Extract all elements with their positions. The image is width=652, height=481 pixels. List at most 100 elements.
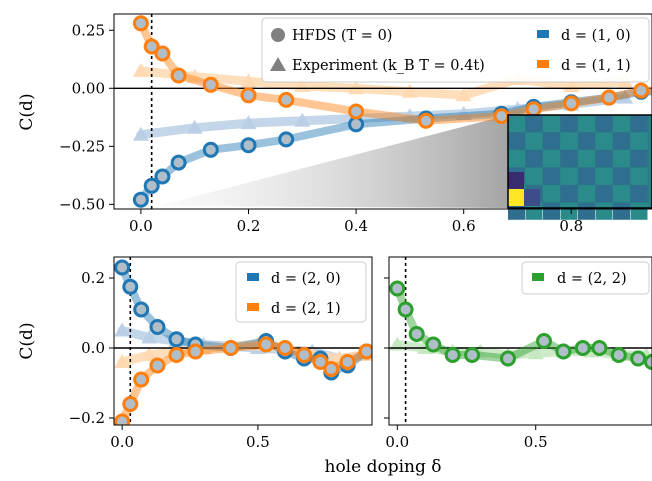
exp-line-0-0 <box>136 93 630 140</box>
legend-hfds-label: HFDS (T = 0) <box>292 28 392 44</box>
inset-cell <box>543 202 560 220</box>
inset-cell <box>508 132 525 150</box>
hfds-point <box>278 91 295 108</box>
bottom-left-plot-area <box>114 257 372 425</box>
hfds-point <box>258 336 275 353</box>
inset-cell <box>508 115 525 133</box>
hfds-point <box>644 354 652 370</box>
hfds-point <box>133 301 150 318</box>
inset-cell <box>613 202 630 220</box>
inset-cell <box>525 132 543 150</box>
exp-triangle <box>240 73 257 88</box>
legend-d10-swatch <box>537 30 549 38</box>
inset-cell <box>578 115 595 133</box>
legend-d20-swatch <box>247 273 259 281</box>
legend-exp-label: Experiment (k_B T = 0.4t) <box>292 58 485 74</box>
x-tick-label: 0.0 <box>129 217 153 235</box>
legend-d10-label: d = (1, 0) <box>561 28 631 44</box>
hfds-point <box>149 319 166 335</box>
legend-d11-swatch <box>537 60 549 68</box>
hfds-point <box>323 361 340 377</box>
inset-cell <box>613 185 630 203</box>
hfds-point <box>358 343 372 360</box>
x-tick-label: 0.0 <box>385 433 409 451</box>
bottom-left-ylabel: C(d) <box>17 322 37 359</box>
inset-cell <box>630 150 648 168</box>
hfds-point <box>500 350 516 367</box>
top-panel: 0.0 0.2 0.4 0.6 0.8 0.25 0.00 −0.25 −0.50 C(d) H… <box>17 13 652 235</box>
inset-cell <box>595 132 613 150</box>
inset-cell <box>560 132 578 150</box>
inset-cell <box>630 185 648 203</box>
y-tick-label: −0.2 <box>69 409 105 427</box>
hfds-point <box>114 413 131 425</box>
hfds-point <box>132 191 149 208</box>
exp-triangle <box>509 101 526 116</box>
legend-d21-label: d = (2, 1) <box>271 301 341 317</box>
hfds-point <box>277 340 294 356</box>
hfds-point <box>122 278 139 295</box>
exp-triangle <box>617 89 634 104</box>
y-tick-label: −0.25 <box>59 137 105 155</box>
inset-cell-yellow <box>508 189 524 206</box>
bottom-left-legend: d = (2, 0) d = (2, 1) <box>235 261 367 323</box>
hfds-point <box>563 95 580 112</box>
hfds-point <box>240 87 257 104</box>
hfds-point <box>132 15 149 32</box>
exp-triangle <box>141 329 158 344</box>
legend-d22-swatch <box>532 273 544 281</box>
hfds-point <box>133 371 150 388</box>
exp-triangle <box>186 68 203 83</box>
bottom-left-panel: 0.0 0.5 0.2 0.0 −0.2 C(d) d = (2, 0) d = (2,… <box>17 256 373 451</box>
heatmap-inset <box>507 114 652 220</box>
y-tick-label: 0.0 <box>81 339 105 357</box>
hfds-point <box>425 336 442 353</box>
x-tick-label: 0.0 <box>110 433 134 451</box>
hfds-point <box>168 347 185 363</box>
hfds-point <box>408 326 425 342</box>
inset-frame <box>507 114 652 209</box>
hfds-point <box>114 259 131 276</box>
inset-cell <box>630 202 648 220</box>
inset-cell <box>560 202 578 220</box>
x-tick-label: 0.8 <box>559 217 583 235</box>
y-tick-label: 0.25 <box>72 21 105 39</box>
inset-cell <box>630 167 648 185</box>
hfds-point <box>122 396 139 412</box>
bottom-right-panel: 0.0 0.5 d = (2, 2) <box>384 256 652 451</box>
hfds-point <box>170 67 187 84</box>
inset-cell <box>560 115 578 133</box>
hfds-point <box>630 350 647 367</box>
inset-cell <box>578 185 595 203</box>
legend-box <box>235 261 367 323</box>
bottom-right-axes-frame <box>388 256 652 426</box>
inset-cell <box>543 185 560 203</box>
top-axis-ticks: 0.0 0.2 0.4 0.6 0.8 0.25 0.00 −0.25 −0.50 <box>59 21 583 235</box>
exp-triangle <box>141 347 158 361</box>
hfds-point <box>397 301 414 318</box>
inset-cell <box>543 115 560 133</box>
hfds-point <box>154 45 171 62</box>
inset-cell <box>525 150 543 168</box>
exp-triangle <box>389 336 406 351</box>
hfds-point <box>601 89 617 106</box>
hfds-point <box>610 347 627 363</box>
exp-triangle <box>132 62 149 77</box>
hfds-point <box>143 38 160 55</box>
hfds-point <box>633 82 650 99</box>
top-legend: HFDS (T = 0) Experiment (k_B T = 0.4t) d… <box>261 17 650 83</box>
exp-triangle <box>294 112 311 127</box>
x-tick-label: 0.5 <box>524 433 548 451</box>
exp-triangle <box>114 322 131 337</box>
hfds-point <box>493 108 510 125</box>
exp-triangle <box>186 119 203 134</box>
inset-cell <box>543 150 560 168</box>
hfds-point <box>149 357 166 374</box>
inset-cell <box>578 132 595 150</box>
legend-d11-label: d = (1, 1) <box>561 58 631 74</box>
exp-triangle <box>455 105 472 120</box>
hfds-point <box>348 116 365 133</box>
inset-cell <box>578 167 595 185</box>
hfds-point <box>525 101 542 118</box>
